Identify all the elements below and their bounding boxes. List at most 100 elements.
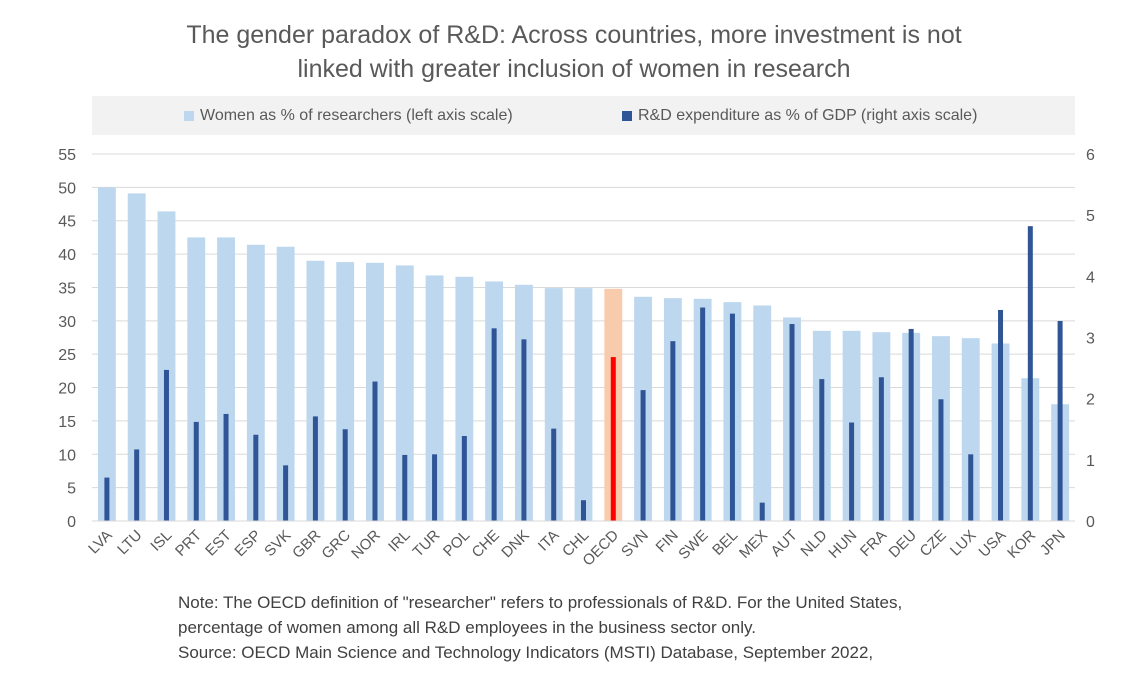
rd-bar [759, 502, 765, 521]
category-label: SVN [618, 527, 652, 561]
women-bar [336, 262, 355, 521]
rd-bar [521, 339, 527, 521]
chart-title-line-2: linked with greater inclusion of women i… [297, 55, 851, 83]
rd-bar [163, 369, 169, 521]
rd-bar [968, 454, 974, 521]
category-label: DNK [498, 527, 532, 561]
left-axis-tick-label: 0 [67, 514, 76, 531]
rd-bar [1027, 226, 1033, 521]
right-axis-tick-label: 0 [1086, 514, 1095, 531]
left-axis-tick-label: 30 [58, 314, 76, 331]
category-label: DEU [886, 527, 920, 561]
women-bar [97, 187, 116, 521]
category-label: USA [976, 527, 1010, 561]
category-label: AUT [768, 527, 801, 560]
category-label: HUN [825, 527, 860, 562]
rd-bar [670, 341, 676, 521]
rd-bar [193, 421, 199, 521]
women-bar [425, 275, 444, 521]
left-axis-tick-label: 5 [67, 481, 76, 498]
category-label: NOR [348, 527, 384, 563]
rd-bar [461, 435, 467, 521]
rd-bar [134, 449, 140, 521]
rd-bar [819, 379, 825, 521]
left-axis-tick-label: 25 [58, 347, 76, 364]
rd-bar [640, 390, 646, 521]
right-axis-tick-label: 4 [1086, 269, 1095, 286]
source-line: Source: OECD Main Science and Technology… [178, 643, 874, 662]
rd-bar [998, 309, 1004, 521]
rd-bar [223, 413, 229, 521]
chart-legend: Women as % of researchers (left axis sca… [92, 96, 1075, 135]
rd-bar [878, 377, 884, 521]
rd-bar [581, 500, 586, 521]
category-label: FRA [857, 527, 890, 560]
right-axis-tick-label: 2 [1086, 392, 1095, 409]
category-label: NLD [797, 527, 830, 560]
rd-bar [1057, 320, 1063, 521]
category-label: PRT [172, 527, 205, 560]
rd-bar [432, 454, 438, 521]
women-bar [127, 193, 146, 522]
rd-bar [104, 477, 110, 521]
category-label: ESP [231, 527, 264, 560]
category-label: POL [440, 527, 473, 560]
category-label: BEL [709, 527, 741, 559]
right-axis-tick-label: 1 [1086, 453, 1095, 470]
women-bar [455, 276, 474, 521]
category-label: GBR [289, 527, 324, 562]
women-bar [574, 288, 593, 521]
women-bar [246, 244, 265, 521]
left-axis-tick-label: 40 [58, 247, 76, 264]
legend-label-women: Women as % of researchers (left axis sca… [200, 106, 513, 124]
left-axis-tick-label: 55 [58, 147, 76, 164]
right-axis-tick-label: 3 [1086, 331, 1095, 348]
rd-bar [700, 307, 706, 521]
legend-label-rd: R&D expenditure as % of GDP (right axis … [638, 106, 978, 124]
rd-bar [938, 399, 944, 521]
legend-swatch-rd [622, 110, 632, 121]
rd-bar [491, 328, 497, 521]
note-line-2: percentage of women among all R&D employ… [178, 618, 756, 637]
rd-bar [551, 428, 557, 521]
women-bar [753, 305, 772, 521]
category-label: ITA [535, 527, 563, 555]
category-label: LUX [947, 527, 980, 560]
left-axis-tick-label: 10 [58, 447, 76, 464]
chart-title-line-1: The gender paradox of R&D: Across countr… [186, 21, 962, 49]
category-label: CZE [917, 527, 950, 560]
rd-bar [312, 416, 318, 521]
category-label: KOR [1004, 527, 1039, 562]
category-label: JPN [1037, 527, 1069, 559]
category-label: LVA [85, 527, 116, 558]
category-label: MEX [736, 527, 771, 562]
rd-bar [789, 324, 795, 521]
chart-title: The gender paradox of R&D: Across countr… [0, 18, 1148, 86]
women-bar [961, 338, 980, 521]
rd-bar [610, 357, 616, 521]
category-label: IRL [385, 527, 414, 556]
rd-bar [908, 328, 914, 521]
category-label: LTU [114, 527, 145, 558]
rd-bar [402, 454, 408, 521]
women-bar [395, 265, 414, 521]
category-label: EST [202, 527, 235, 560]
right-axis-tick-label: 6 [1086, 147, 1095, 164]
women-bar [276, 246, 295, 521]
rd-bar [253, 434, 259, 521]
chart-notes: Note: The OECD definition of "researcher… [178, 590, 902, 665]
left-axis-tick-label: 50 [58, 180, 76, 197]
women-bar [306, 260, 325, 521]
legend-item-rd: R&D expenditure as % of GDP (right axis … [622, 96, 977, 135]
women-bar [187, 237, 206, 521]
category-label: SWE [675, 527, 711, 563]
legend-swatch-women [184, 110, 194, 121]
left-axis-tick-label: 15 [58, 414, 76, 431]
women-bar [217, 237, 235, 521]
rd-bar [729, 313, 735, 521]
right-axis-tick-label: 5 [1086, 208, 1095, 225]
left-axis-tick-label: 35 [58, 280, 76, 297]
left-axis-tick-label: 45 [58, 214, 76, 231]
women-bar [544, 288, 563, 521]
category-label: ISL [147, 527, 175, 555]
